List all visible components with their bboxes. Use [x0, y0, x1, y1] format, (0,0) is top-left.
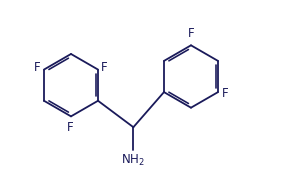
Text: F: F [188, 27, 194, 40]
Text: F: F [221, 87, 228, 100]
Text: F: F [67, 121, 73, 134]
Text: NH$_2$: NH$_2$ [121, 153, 145, 168]
Text: F: F [101, 61, 108, 74]
Text: F: F [34, 61, 41, 74]
